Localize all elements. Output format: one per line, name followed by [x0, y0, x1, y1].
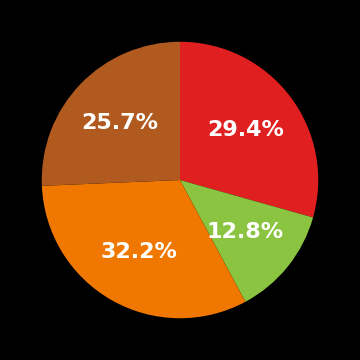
Text: 32.2%: 32.2%: [100, 242, 177, 262]
Wedge shape: [180, 42, 318, 217]
Text: 12.8%: 12.8%: [206, 222, 283, 242]
Wedge shape: [42, 180, 246, 318]
Wedge shape: [180, 180, 313, 302]
Wedge shape: [42, 42, 180, 186]
Text: 25.7%: 25.7%: [82, 113, 159, 132]
Text: 29.4%: 29.4%: [208, 120, 284, 140]
